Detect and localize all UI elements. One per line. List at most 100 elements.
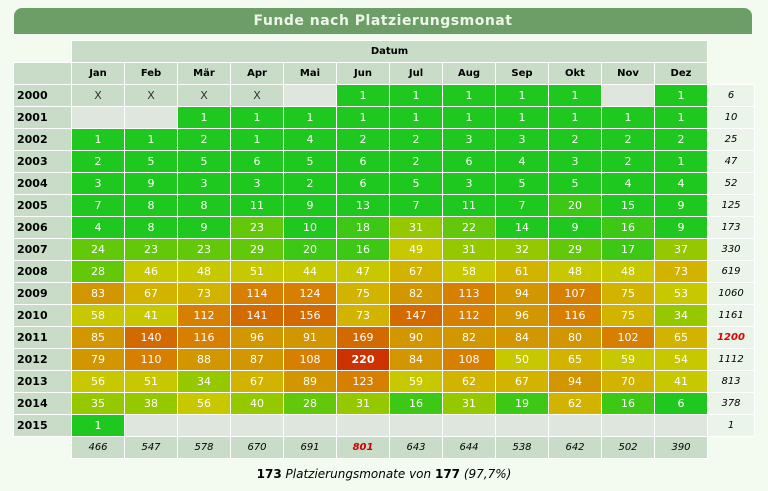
heatmap-cell: 34 xyxy=(177,370,231,393)
heatmap-cell: 75 xyxy=(601,304,655,327)
heatmap-cell: 75 xyxy=(601,282,655,305)
row-total: 6 xyxy=(707,84,755,107)
heatmap-cell: 1 xyxy=(442,84,496,107)
row-total: 52 xyxy=(707,172,755,195)
year-label: 2008 xyxy=(13,260,72,283)
heatmap-cell xyxy=(177,414,231,437)
heatmap-cell: 31 xyxy=(336,392,390,415)
heatmap-cell: 7 xyxy=(71,194,125,217)
heatmap-cell: 65 xyxy=(548,348,602,371)
totals-corner xyxy=(13,436,72,459)
summary-line: 173 Platzierungsmonate von 177 (97,7%) xyxy=(0,467,768,481)
heatmap-cell: 17 xyxy=(601,238,655,261)
heatmap-cell: 140 xyxy=(124,326,178,349)
heatmap-cell: 6 xyxy=(442,150,496,173)
heatmap-cell: 96 xyxy=(230,326,284,349)
heatmap-cell: 67 xyxy=(495,370,549,393)
row-total: 1060 xyxy=(707,282,755,305)
column-total: 643 xyxy=(389,436,443,459)
page-title: Funde nach Platzierungsmonat xyxy=(14,8,752,34)
heatmap-cell: 1 xyxy=(336,106,390,129)
heatmap-cell: 56 xyxy=(177,392,231,415)
heatmap-cell: 20 xyxy=(548,194,602,217)
heatmap-cell: 14 xyxy=(495,216,549,239)
column-total: 538 xyxy=(495,436,549,459)
heatmap-cell: 53 xyxy=(654,282,708,305)
row-total: 330 xyxy=(707,238,755,261)
heatmap-cell: X xyxy=(124,84,178,107)
heatmap-cell: 32 xyxy=(495,238,549,261)
heatmap-cell: 1 xyxy=(601,106,655,129)
heatmap-cell xyxy=(336,414,390,437)
heatmap-cell: 220 xyxy=(336,348,390,371)
table-row: 2011 85 140 116 96 91 169 90 82 84 80 102 65 1200 xyxy=(13,326,755,349)
heatmap-cell: 11 xyxy=(230,194,284,217)
heatmap-cell xyxy=(548,414,602,437)
heatmap-cell: 1 xyxy=(495,106,549,129)
heatmap-cell: 22 xyxy=(442,216,496,239)
heatmap-cell: 29 xyxy=(230,238,284,261)
row-total: 1161 xyxy=(707,304,755,327)
heatmap-cell: 41 xyxy=(654,370,708,393)
year-label: 2014 xyxy=(13,392,72,415)
heatmap-cell: 156 xyxy=(283,304,337,327)
table-row: 2001 1 1 1 1 1 1 1 1 1 1 10 xyxy=(13,106,755,129)
heatmap-cell: 84 xyxy=(495,326,549,349)
month-header: Jul xyxy=(389,62,443,85)
heatmap-cell: 4 xyxy=(601,172,655,195)
heatmap-cell: X xyxy=(230,84,284,107)
heatmap-cell: 5 xyxy=(124,150,178,173)
heatmap-cell: 3 xyxy=(71,172,125,195)
month-header: Dez xyxy=(654,62,708,85)
heatmap-cell: 1 xyxy=(495,84,549,107)
heatmap-cell: 2 xyxy=(548,128,602,151)
heatmap-cell: 50 xyxy=(495,348,549,371)
row-total: 1112 xyxy=(707,348,755,371)
heatmap-cell: 51 xyxy=(124,370,178,393)
heatmap-cell: 2 xyxy=(177,128,231,151)
table-row: 2004 3 9 3 3 2 6 5 3 5 5 4 4 52 xyxy=(13,172,755,195)
heatmap-cell: 13 xyxy=(336,194,390,217)
heatmap-cell: 5 xyxy=(283,150,337,173)
heatmap-cell: 65 xyxy=(654,326,708,349)
month-header: Aug xyxy=(442,62,496,85)
summary-total: 177 xyxy=(434,467,461,481)
heatmap-cell xyxy=(601,414,655,437)
heatmap-cell: 44 xyxy=(283,260,337,283)
column-total: 670 xyxy=(230,436,284,459)
month-header: Jan xyxy=(71,62,125,85)
heatmap-cell: 108 xyxy=(283,348,337,371)
heatmap-cell: 49 xyxy=(389,238,443,261)
heatmap-cell: 54 xyxy=(654,348,708,371)
heatmap-cell: 147 xyxy=(389,304,443,327)
heatmap-cell: 20 xyxy=(283,238,337,261)
heatmap-cell: 73 xyxy=(336,304,390,327)
year-label: 2010 xyxy=(13,304,72,327)
heatmap-cell: 85 xyxy=(71,326,125,349)
year-label: 2000 xyxy=(13,84,72,107)
heatmap-cell: 23 xyxy=(230,216,284,239)
heatmap-cell: 96 xyxy=(495,304,549,327)
heatmap-cell xyxy=(442,414,496,437)
row-total: 47 xyxy=(707,150,755,173)
heatmap-cell: 89 xyxy=(283,370,337,393)
heatmap-cell: 29 xyxy=(548,238,602,261)
heatmap-cell: 2 xyxy=(389,128,443,151)
heatmap-cell: 90 xyxy=(389,326,443,349)
heatmap-cell: 91 xyxy=(283,326,337,349)
heatmap-cell: 82 xyxy=(389,282,443,305)
column-total: 801 xyxy=(336,436,390,459)
heatmap-cell: 16 xyxy=(601,216,655,239)
heatmap-cell: 23 xyxy=(124,238,178,261)
year-label: 2003 xyxy=(13,150,72,173)
heatmap-cell: 110 xyxy=(124,348,178,371)
column-total: 390 xyxy=(654,436,708,459)
heatmap-cell: 9 xyxy=(548,216,602,239)
heatmap-cell: 4 xyxy=(71,216,125,239)
heatmap-cell: 6 xyxy=(230,150,284,173)
heatmap-cell: 9 xyxy=(283,194,337,217)
heatmap-cell: 3 xyxy=(177,172,231,195)
heatmap-cell: 48 xyxy=(177,260,231,283)
heatmap-cell: 102 xyxy=(601,326,655,349)
heatmap-cell: 38 xyxy=(124,392,178,415)
